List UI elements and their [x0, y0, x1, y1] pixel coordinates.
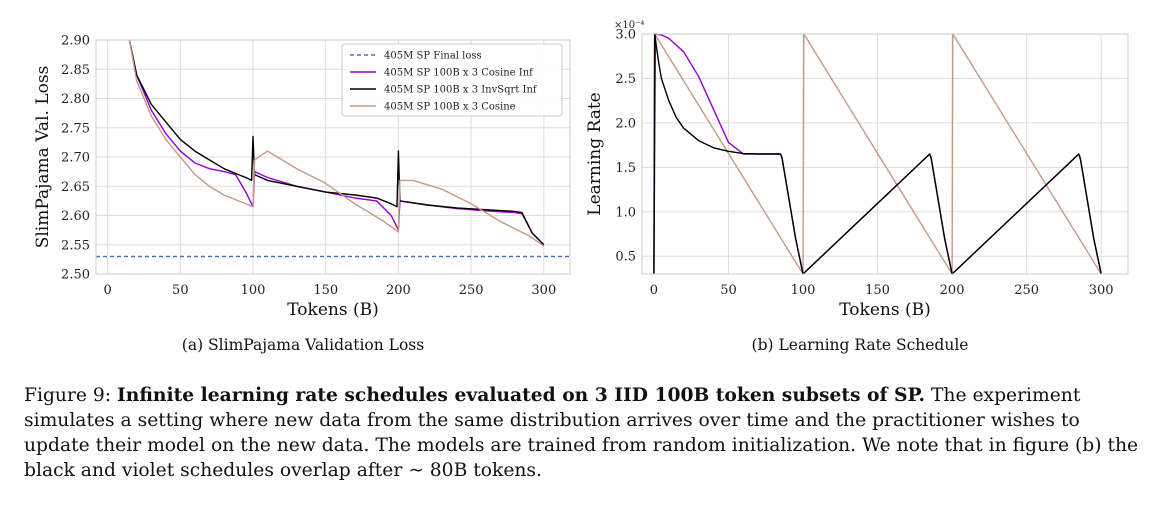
- series-line-3: [128, 39, 545, 247]
- y-tick-label: 1.0: [615, 205, 636, 220]
- legend-label-2: 405M SP 100B x 3 InvSqrt Inf: [384, 85, 538, 96]
- figure-caption: Figure 9: Infinite learning rate schedul…: [24, 383, 1144, 483]
- y-scale-label: ×10⁻⁴: [614, 20, 644, 31]
- series-line-2: [128, 39, 545, 246]
- y-tick-label: 2.75: [61, 121, 90, 136]
- x-tick-label: 0: [103, 283, 111, 298]
- legend-label-1: 405M SP 100B x 3 Cosine Inf: [384, 68, 534, 79]
- subcaption-b: (b) Learning Rate Schedule: [751, 336, 969, 354]
- x-tick-label: 150: [313, 283, 338, 298]
- y-axis-label: Learning Rate: [585, 92, 605, 215]
- legend-label-0: 405M SP Final loss: [384, 51, 482, 62]
- x-axis-label: Tokens (B): [287, 300, 378, 320]
- y-tick-label: 2.70: [61, 151, 90, 166]
- series-line-2: [653, 33, 1102, 275]
- y-tick-label: 2.0: [615, 116, 636, 131]
- x-tick-label: 300: [1089, 283, 1114, 298]
- y-tick-label: 3.0: [615, 28, 636, 43]
- x-tick-label: 50: [172, 283, 189, 298]
- y-axis-label: SlimPajama Val. Loss: [33, 66, 53, 249]
- y-tick-label: 2.60: [61, 209, 90, 224]
- figure-label: Figure 9:: [24, 385, 112, 406]
- chart-panel-b: 0 50 100 150 200 250 300 0.5 1.0 1.5 2.0 2.5 3.0 Toke…: [580, 0, 1163, 360]
- chart-panel-a: 0 50 100 150 200 250 300 2.50 2.55 2.60 2.65 2.70 2.…: [0, 0, 580, 360]
- validation-loss-chart: 0 50 100 150 200 250 300 2.50 2.55 2.60 2.65 2.70 2.…: [33, 34, 571, 320]
- y-tick-label: 2.55: [61, 238, 90, 253]
- x-axis-label: Tokens (B): [839, 300, 930, 320]
- x-tick-label: 150: [865, 283, 890, 298]
- x-tick-label: 250: [459, 283, 484, 298]
- x-tick-label: 200: [386, 283, 411, 298]
- x-tick-label: 0: [650, 283, 658, 298]
- plot-frame: [641, 33, 1129, 275]
- x-tick-label: 300: [531, 283, 556, 298]
- caption-title: Infinite learning rate schedules evaluat…: [117, 384, 926, 406]
- subcaption-a: (a) SlimPajama Validation Loss: [181, 336, 425, 354]
- y-tick-label: 2.65: [61, 180, 90, 195]
- y-tick-label: 2.90: [61, 34, 90, 49]
- y-tick-label: 2.80: [61, 92, 90, 107]
- x-tick-label: 100: [791, 283, 816, 298]
- y-tick-label: 2.5: [615, 72, 636, 87]
- y-tick-label: 0.5: [615, 250, 636, 265]
- x-tick-label: 200: [940, 283, 965, 298]
- legend-label-3: 405M SP 100B x 3 Cosine: [384, 102, 516, 113]
- x-tick-label: 100: [241, 283, 266, 298]
- x-tick-label: 50: [720, 283, 737, 298]
- y-tick-label: 1.5: [615, 161, 636, 176]
- x-tick-label: 250: [1014, 283, 1039, 298]
- legend-box: [341, 43, 563, 117]
- caption-body: The experiment simulates a setting where…: [24, 385, 1139, 481]
- y-tick-label: 2.50: [61, 268, 90, 283]
- y-tick-label: 2.85: [61, 63, 90, 78]
- plot-frame: [95, 39, 571, 275]
- learning-rate-chart: 0 50 100 150 200 250 300 0.5 1.0 1.5 2.0 2.5 3.0 Toke…: [585, 20, 1129, 320]
